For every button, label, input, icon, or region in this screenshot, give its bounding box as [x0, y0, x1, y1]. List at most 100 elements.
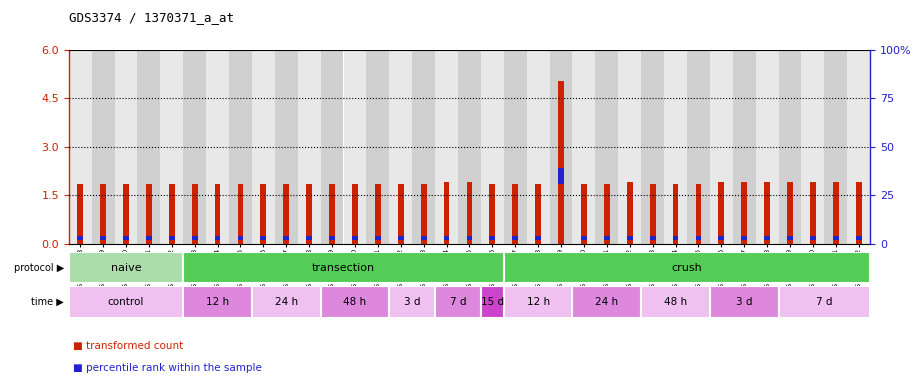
Bar — [558, 168, 564, 184]
Bar — [581, 184, 587, 244]
Bar — [733, 50, 756, 244]
Bar — [191, 184, 198, 244]
Bar — [237, 236, 244, 240]
Bar — [695, 184, 702, 244]
Bar — [627, 182, 633, 244]
Text: 24 h: 24 h — [275, 297, 298, 307]
Bar — [344, 50, 366, 244]
Bar — [146, 184, 152, 244]
Bar — [298, 50, 321, 244]
Bar — [641, 286, 710, 318]
Bar — [512, 184, 518, 244]
Text: control: control — [108, 297, 144, 307]
Bar — [183, 50, 206, 244]
Bar — [802, 50, 824, 244]
Bar — [710, 50, 733, 244]
Bar — [412, 50, 435, 244]
Bar — [741, 236, 747, 240]
Bar — [69, 252, 183, 283]
Bar — [398, 236, 404, 240]
Bar — [191, 236, 198, 240]
Bar — [100, 184, 106, 244]
Bar — [366, 50, 389, 244]
Bar — [160, 50, 183, 244]
Bar — [856, 182, 862, 244]
Bar — [481, 286, 504, 318]
Bar — [237, 184, 244, 244]
Bar — [718, 236, 725, 240]
Bar — [550, 50, 572, 244]
Bar — [137, 50, 160, 244]
Bar — [787, 182, 793, 244]
Bar — [595, 50, 618, 244]
Bar — [252, 286, 321, 318]
Bar — [649, 184, 656, 244]
Bar — [214, 236, 221, 240]
Bar — [535, 236, 541, 240]
Text: naive: naive — [111, 263, 141, 273]
Text: 48 h: 48 h — [344, 297, 366, 307]
Bar — [504, 252, 870, 283]
Text: 7 d: 7 d — [450, 297, 466, 307]
Bar — [558, 81, 564, 244]
Bar — [214, 184, 221, 244]
Bar — [504, 50, 527, 244]
Bar — [672, 236, 679, 240]
Bar — [146, 236, 152, 240]
Text: 12 h: 12 h — [527, 297, 550, 307]
Text: 24 h: 24 h — [595, 297, 618, 307]
Bar — [466, 182, 473, 244]
Bar — [443, 182, 450, 244]
Text: GDS3374 / 1370371_a_at: GDS3374 / 1370371_a_at — [69, 12, 234, 25]
Bar — [69, 50, 92, 244]
Text: protocol ▶: protocol ▶ — [14, 263, 64, 273]
Text: 12 h: 12 h — [206, 297, 229, 307]
Text: 3 d: 3 d — [736, 297, 753, 307]
Bar — [618, 50, 641, 244]
Text: crush: crush — [671, 263, 703, 273]
Bar — [283, 236, 289, 240]
Bar — [398, 184, 404, 244]
Bar — [169, 184, 175, 244]
Bar — [306, 236, 312, 240]
Bar — [169, 236, 175, 240]
Bar — [420, 236, 427, 240]
Bar — [375, 184, 381, 244]
Bar — [810, 182, 816, 244]
Text: 48 h: 48 h — [664, 297, 687, 307]
Bar — [275, 50, 298, 244]
Bar — [321, 286, 389, 318]
Bar — [100, 236, 106, 240]
Bar — [604, 236, 610, 240]
Bar — [352, 184, 358, 244]
Bar — [206, 50, 229, 244]
Bar — [512, 236, 518, 240]
Bar — [779, 286, 870, 318]
Text: ■ transformed count: ■ transformed count — [73, 341, 183, 351]
Bar — [856, 236, 862, 240]
Bar — [123, 184, 129, 244]
Bar — [77, 184, 83, 244]
Bar — [260, 236, 267, 240]
Bar — [252, 50, 275, 244]
Bar — [489, 236, 496, 240]
Bar — [69, 286, 183, 318]
Bar — [466, 236, 473, 240]
Text: time ▶: time ▶ — [31, 297, 64, 307]
Bar — [375, 236, 381, 240]
Bar — [435, 286, 481, 318]
Bar — [123, 236, 129, 240]
Bar — [489, 184, 496, 244]
Bar — [741, 182, 747, 244]
Bar — [504, 286, 572, 318]
Bar — [435, 50, 458, 244]
Bar — [527, 50, 550, 244]
Text: ■ percentile rank within the sample: ■ percentile rank within the sample — [73, 363, 262, 373]
Bar — [847, 50, 870, 244]
Text: 3 d: 3 d — [404, 297, 420, 307]
Bar — [535, 184, 541, 244]
Bar — [718, 182, 725, 244]
Bar — [389, 286, 435, 318]
Bar — [283, 184, 289, 244]
Bar — [481, 50, 504, 244]
